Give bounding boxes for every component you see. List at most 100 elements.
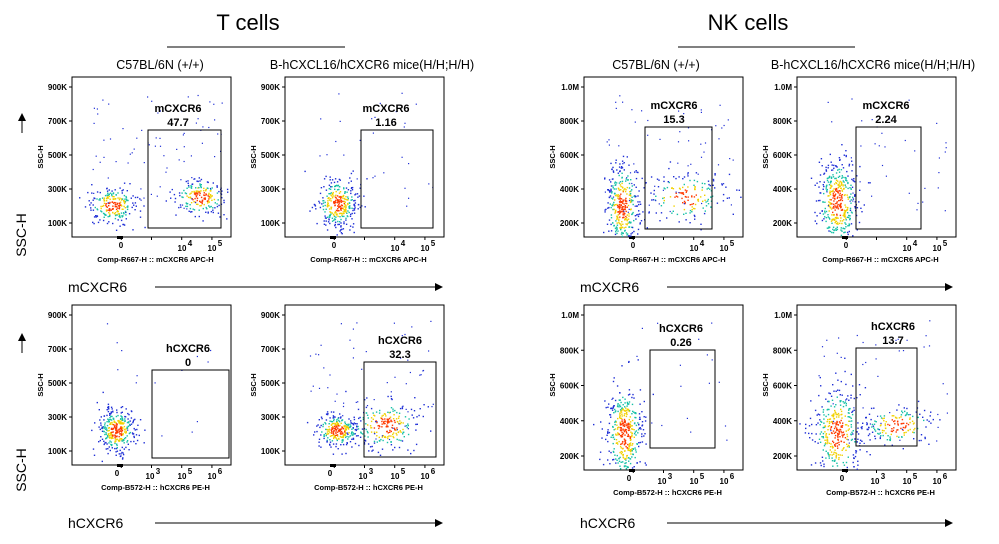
event-dot [325, 423, 327, 425]
event-dot [859, 449, 861, 451]
event-dot [599, 451, 602, 453]
event-dot [620, 198, 623, 200]
event-dot [331, 432, 333, 434]
event-dot [98, 426, 100, 428]
event-dot [937, 187, 939, 189]
event-dot [809, 417, 812, 420]
event-dot [313, 434, 315, 436]
event-dot [628, 360, 630, 363]
event-dot [805, 423, 807, 426]
event-dot [869, 439, 871, 441]
event-dot [123, 212, 125, 214]
event-dot [108, 195, 110, 197]
event-dot [135, 205, 137, 207]
event-dot [832, 205, 835, 208]
event-dot [379, 454, 382, 456]
event-dot [682, 117, 684, 119]
event-dot [106, 190, 109, 192]
event-dot [622, 155, 625, 158]
x-axis-label: Comp-B572-H :: hCXCR6 PE-H [826, 488, 935, 497]
event-dot [396, 427, 398, 429]
event-dot [330, 208, 332, 210]
event-dot [200, 178, 203, 181]
event-dot [121, 198, 124, 200]
event-dot [119, 423, 121, 425]
event-dot [345, 223, 348, 225]
event-dot [338, 93, 340, 95]
event-dot [112, 424, 115, 426]
event-dot [113, 418, 115, 420]
right-arrow-icon [435, 283, 443, 291]
event-dot [618, 207, 621, 209]
event-dot [111, 428, 114, 431]
event-dot [349, 339, 351, 341]
event-dot [418, 414, 420, 417]
event-dot [628, 213, 630, 215]
event-dot [624, 420, 626, 422]
event-dot [332, 432, 335, 435]
event-dot [821, 436, 823, 438]
event-dot [630, 453, 632, 455]
event-dot [367, 424, 369, 426]
event-dot [193, 191, 195, 194]
event-dot [837, 191, 839, 193]
event-dot [679, 188, 681, 190]
event-dot [223, 201, 225, 204]
event-dot [112, 192, 115, 194]
event-dot [834, 434, 837, 437]
event-dot [332, 434, 334, 436]
event-dot [117, 219, 119, 221]
event-dot [832, 189, 834, 192]
event-dot [835, 431, 837, 434]
event-dot [621, 451, 623, 453]
event-dot [419, 408, 421, 410]
event-dot [116, 411, 118, 414]
event-dot [827, 453, 830, 456]
event-dot [328, 426, 330, 428]
event-dot [334, 178, 337, 180]
event-dot [847, 456, 849, 458]
event-dot [150, 193, 152, 195]
event-dot [399, 420, 401, 422]
event-dot [663, 199, 665, 202]
event-dot [617, 172, 619, 174]
event-dot [617, 434, 619, 436]
event-dot [623, 420, 626, 422]
event-dot [883, 415, 886, 417]
event-dot [687, 196, 689, 198]
event-dot [842, 422, 844, 424]
event-dot [332, 415, 335, 417]
event-dot [625, 442, 627, 444]
event-dot [912, 415, 914, 418]
event-dot [678, 221, 680, 223]
event-dot [396, 438, 398, 441]
event-dot [622, 209, 624, 211]
event-dot [352, 438, 355, 440]
event-dot [849, 207, 852, 210]
event-dot [364, 206, 366, 208]
event-dot [120, 433, 123, 435]
event-dot [829, 428, 832, 430]
event-dot [884, 424, 887, 427]
event-dot [407, 424, 409, 427]
event-dot [350, 190, 352, 192]
event-dot [822, 184, 824, 186]
event-dot [348, 182, 350, 184]
event-dot [825, 217, 828, 219]
event-dot [703, 151, 705, 153]
event-dot [352, 328, 354, 330]
event-dot [669, 196, 672, 198]
event-dot [412, 417, 415, 419]
event-dot [414, 397, 416, 399]
event-dot [210, 349, 212, 352]
event-dot [189, 193, 191, 195]
event-dot [340, 212, 342, 215]
event-dot [622, 206, 624, 208]
event-dot [610, 190, 612, 192]
column-label: B-hCXCL16/hCXCR6 mice(H/H;H/H) [771, 58, 975, 72]
event-dot [403, 436, 405, 438]
event-dot [838, 441, 840, 444]
event-dot [350, 199, 352, 201]
event-dot [346, 442, 348, 444]
